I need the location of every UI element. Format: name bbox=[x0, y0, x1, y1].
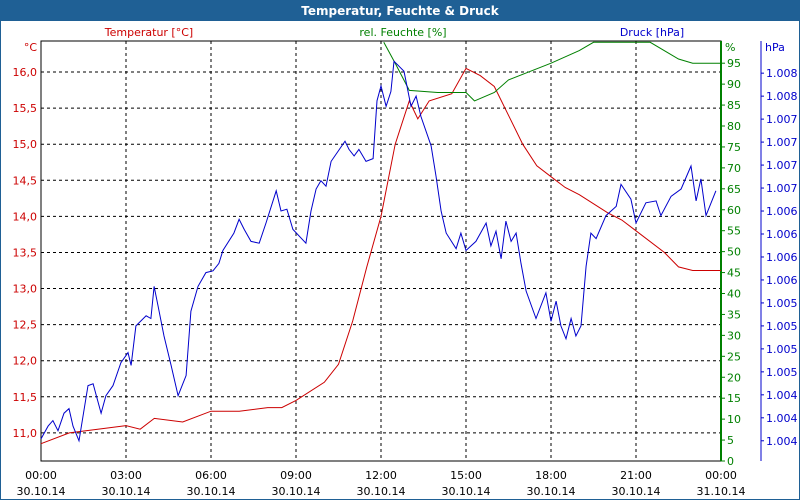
humidity-tick-label: 65 bbox=[727, 183, 741, 196]
temp-tick-label: 16,0 bbox=[13, 66, 38, 79]
humidity-tick-label: 80 bbox=[727, 120, 741, 133]
pressure-tick-label: 1.004 bbox=[766, 389, 798, 402]
humidity-tick-label: 30 bbox=[727, 329, 741, 342]
pressure-tick-label: 1.005 bbox=[766, 366, 798, 379]
pressure-tick-label: 1.006 bbox=[766, 205, 798, 218]
temperature-line bbox=[40, 67, 721, 445]
pressure-tick-label: 1.005 bbox=[766, 320, 798, 333]
temp-tick-label: 15,0 bbox=[13, 138, 38, 151]
pressure-tick-label: 1.007 bbox=[766, 159, 798, 172]
window-title: Temperatur, Feuchte & Druck bbox=[1, 1, 799, 21]
humidity-tick-label: 70 bbox=[727, 162, 741, 175]
humidity-tick-label: 55 bbox=[727, 225, 741, 238]
x-tick-time: 18:00 bbox=[535, 469, 567, 482]
humidity-tick-label: 60 bbox=[727, 204, 741, 217]
x-tick-time: 06:00 bbox=[195, 469, 227, 482]
pressure-tick-label: 1.006 bbox=[766, 251, 798, 264]
humidity-tick-label: 75 bbox=[727, 141, 741, 154]
humidity-tick-label: 0 bbox=[727, 455, 734, 468]
humidity-tick-label: 50 bbox=[727, 246, 741, 259]
x-tick-date: 30.10.14 bbox=[442, 485, 491, 498]
humidity-tick-label: 90 bbox=[727, 78, 741, 91]
humidity-tick-label: 20 bbox=[727, 371, 741, 384]
pressure-tick-label: 1.005 bbox=[766, 297, 798, 310]
pressure-tick-label: 1.004 bbox=[766, 435, 798, 448]
x-tick-time: 15:00 bbox=[450, 469, 482, 482]
x-tick-date: 30.10.14 bbox=[102, 485, 151, 498]
x-tick-date: 31.10.14 bbox=[697, 485, 746, 498]
temp-tick-label: 14,0 bbox=[13, 210, 38, 223]
x-tick-date: 30.10.14 bbox=[187, 485, 236, 498]
legend-pressure: Druck [hPa] bbox=[620, 26, 684, 39]
humidity-tick-label: 5 bbox=[727, 434, 734, 447]
humidity-tick-label: 85 bbox=[727, 99, 741, 112]
pressure-tick-label: 1.007 bbox=[766, 136, 798, 149]
x-tick-date: 30.10.14 bbox=[527, 485, 576, 498]
x-tick-date: 30.10.14 bbox=[272, 485, 321, 498]
x-tick-time: 09:00 bbox=[280, 469, 312, 482]
temp-tick-label: 13,5 bbox=[13, 246, 38, 259]
x-tick-time: 00:00 bbox=[25, 469, 57, 482]
humidity-tick-label: 25 bbox=[727, 350, 741, 363]
pressure-tick-label: 1.006 bbox=[766, 274, 798, 287]
x-tick-time: 00:00 bbox=[705, 469, 737, 482]
temp-tick-label: 13,0 bbox=[13, 283, 38, 296]
pressure-tick-label: 1.008 bbox=[766, 67, 798, 80]
pressure-tick-label: 1.004 bbox=[766, 412, 798, 425]
humidity-line bbox=[383, 41, 721, 102]
pressure-tick-label: 1.005 bbox=[766, 343, 798, 356]
temp-tick-label: 12,5 bbox=[13, 319, 38, 332]
legend-temperature: Temperatur [°C] bbox=[104, 26, 193, 39]
x-tick-time: 03:00 bbox=[110, 469, 142, 482]
pressure-tick-label: 1.008 bbox=[766, 90, 798, 103]
pressure-line bbox=[40, 60, 717, 443]
humidity-tick-label: 15 bbox=[727, 392, 741, 405]
humidity-tick-label: 45 bbox=[727, 267, 741, 280]
temp-tick-label: 14,5 bbox=[13, 174, 38, 187]
pressure-tick-label: 1.007 bbox=[766, 182, 798, 195]
temp-tick-label: 11,5 bbox=[13, 391, 38, 404]
pressure-tick-label: 1.007 bbox=[766, 113, 798, 126]
x-tick-time: 21:00 bbox=[620, 469, 652, 482]
x-tick-time: 12:00 bbox=[365, 469, 397, 482]
pressure-unit-label: hPa bbox=[765, 41, 785, 54]
humidity-tick-label: 10 bbox=[727, 413, 741, 426]
x-tick-date: 30.10.14 bbox=[612, 485, 661, 498]
temp-tick-label: 12,0 bbox=[13, 355, 38, 368]
x-tick-date: 30.10.14 bbox=[357, 485, 406, 498]
humidity-tick-label: 35 bbox=[727, 308, 741, 321]
pressure-tick-label: 1.006 bbox=[766, 228, 798, 241]
x-tick-date: 30.10.14 bbox=[17, 485, 66, 498]
humidity-tick-label: 40 bbox=[727, 288, 741, 301]
legend-humidity: rel. Feuchte [%] bbox=[359, 26, 446, 39]
humidity-tick-label: 95 bbox=[727, 57, 741, 70]
temp-tick-label: 11,0 bbox=[13, 427, 38, 440]
temp-unit-label: °C bbox=[24, 41, 38, 54]
humidity-unit-label: % bbox=[725, 41, 735, 54]
temp-tick-label: 15,5 bbox=[13, 102, 38, 115]
